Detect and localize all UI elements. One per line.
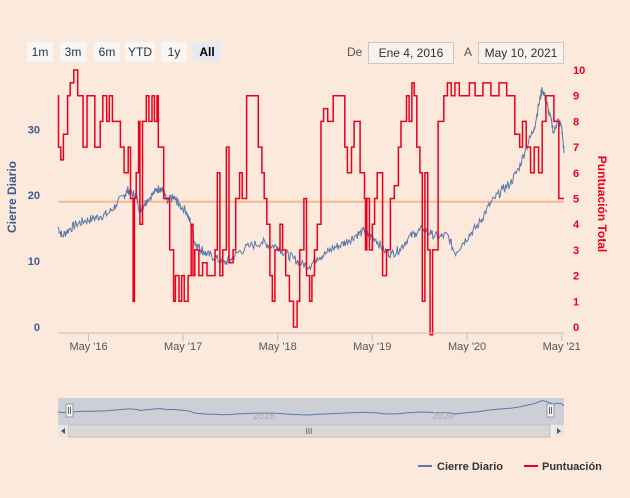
scrollbar-right-arrow[interactable] [554,425,564,437]
right-tick-label: 7 [573,142,579,154]
x-tick-label: May '18 [259,341,297,353]
x-tick-label: May '16 [69,341,107,353]
navigator-right-handle[interactable] [546,403,555,418]
right-tick-label: 5 [573,194,579,206]
right-tick-label: 8 [573,116,579,128]
navigator-series [57,399,565,416]
right-tick-label: 0 [573,322,579,334]
right-axis-title: Puntuación Total [595,156,609,252]
navigator-left-handle[interactable] [65,403,74,418]
to-label: A [464,45,473,59]
right-tick-label: 2 [573,271,579,283]
right-tick-label: 10 [573,65,585,77]
range-button-1y[interactable]: 1y [161,42,187,62]
right-tick-label: 4 [573,219,580,231]
navigator-year-2018: 2018 [253,411,276,422]
scrollbar-grip: III [306,427,313,436]
left-tick-label: 20 [28,190,40,202]
range-button-ytd[interactable]: YTD [125,42,155,62]
range-button-6m[interactable]: 6m [94,42,120,62]
right-tick-label: 9 [573,91,579,103]
legend-item-score[interactable]: Puntuación [524,461,602,473]
from-date-input[interactable]: Ene 4, 2016 [368,42,454,64]
legend-label-close: Cierre Diario [437,461,503,473]
left-tick-label: 0 [34,322,40,334]
x-tick-label: May '20 [448,341,486,353]
range-button-3m[interactable]: 3m [60,42,86,62]
from-label: De [347,45,363,59]
legend-label-score: Puntuación [542,461,602,473]
left-tick-label: 10 [28,256,40,268]
left-axis-title: Cierre Diario [5,161,19,233]
x-tick-label: May '17 [164,341,202,353]
to-date-input[interactable]: May 10, 2021 [478,42,564,64]
x-tick-label: May '21 [543,341,581,353]
right-tick-label: 6 [573,168,579,180]
right-tick-label: 1 [573,296,579,308]
range-button-all[interactable]: All [193,42,221,62]
scrollbar-left-arrow[interactable] [58,425,68,437]
right-tick-label: 3 [573,245,579,257]
navigator-year-2020: 2020 [432,411,455,422]
range-button-1m[interactable]: 1m [27,42,53,62]
x-tick-label: May '19 [353,341,391,353]
legend-item-close[interactable]: Cierre Diario [418,461,503,473]
series-line-score [57,69,564,336]
left-tick-label: 30 [28,124,40,136]
